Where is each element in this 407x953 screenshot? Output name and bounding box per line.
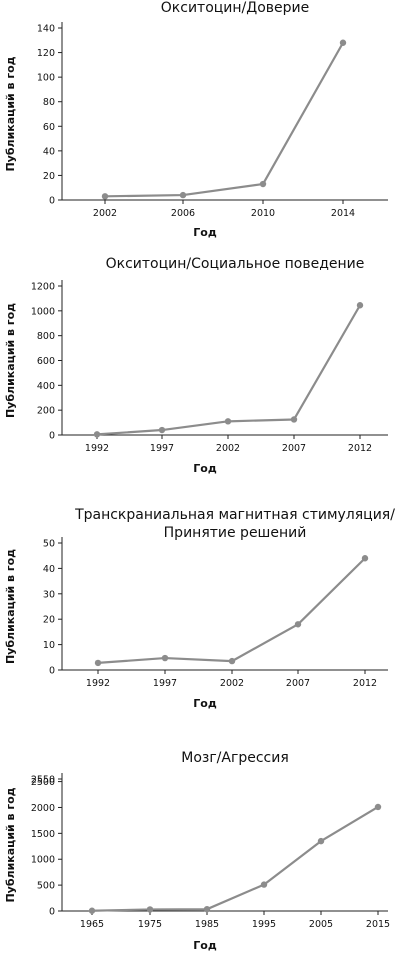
data-point bbox=[290, 416, 298, 423]
data-point bbox=[339, 39, 347, 46]
chart-title: Окситоцин/Социальное поведение bbox=[106, 256, 365, 272]
data-point bbox=[294, 621, 302, 628]
x-tick-label: 1975 bbox=[138, 919, 162, 930]
data-point bbox=[356, 302, 364, 309]
x-tick-label: 1995 bbox=[252, 919, 276, 930]
y-tick-label: 100 bbox=[37, 73, 55, 84]
x-tick-label: 1992 bbox=[85, 443, 109, 454]
y-axis-label: Публикаций в год bbox=[4, 56, 17, 171]
series-line bbox=[103, 41, 345, 198]
y-tick-label: 0 bbox=[49, 431, 55, 442]
x-tick-label: 2005 bbox=[309, 919, 333, 930]
x-tick-label: 1992 bbox=[86, 678, 110, 689]
x-tick-label: 2010 bbox=[251, 208, 275, 219]
series-line bbox=[90, 805, 380, 912]
y-tick-label: 140 bbox=[37, 24, 55, 35]
data-point bbox=[259, 180, 267, 188]
data-point bbox=[88, 907, 96, 914]
y-tick-label: 2550 bbox=[31, 775, 55, 786]
y-tick-label: 500 bbox=[37, 881, 55, 892]
y-tick-label: 800 bbox=[37, 331, 55, 342]
data-point bbox=[317, 837, 325, 845]
x-tick-label: 2012 bbox=[348, 443, 372, 454]
y-tick-label: 1500 bbox=[31, 829, 55, 840]
y-tick-label: 50 bbox=[43, 539, 55, 550]
y-tick-label: 600 bbox=[37, 356, 55, 367]
data-point bbox=[161, 654, 169, 662]
y-tick-label: 80 bbox=[43, 97, 55, 108]
y-tick-label: 2000 bbox=[31, 803, 55, 814]
series-line bbox=[95, 304, 362, 436]
y-tick-label: 0 bbox=[49, 907, 55, 918]
y-tick-label: 20 bbox=[43, 615, 55, 626]
x-tick-label: 2015 bbox=[366, 919, 390, 930]
y-tick-label: 1000 bbox=[31, 855, 55, 866]
x-axis-label: Год bbox=[193, 462, 217, 475]
y-tick-label: 60 bbox=[43, 122, 55, 133]
x-tick-label: 2002 bbox=[220, 678, 244, 689]
data-point bbox=[224, 418, 232, 425]
data-point bbox=[228, 657, 236, 665]
data-point bbox=[374, 803, 382, 811]
x-tick-label: 2002 bbox=[216, 443, 240, 454]
y-tick-label: 0 bbox=[49, 196, 55, 207]
x-tick-label: 1997 bbox=[153, 678, 177, 689]
x-tick-label: 1965 bbox=[80, 919, 104, 930]
x-tick-label: 2014 bbox=[331, 208, 355, 219]
x-axis-label: Год bbox=[193, 226, 217, 239]
y-tick-label: 2500 bbox=[31, 777, 55, 788]
data-point bbox=[203, 905, 211, 913]
y-tick-label: 200 bbox=[37, 406, 55, 417]
x-tick-label: 2007 bbox=[282, 443, 306, 454]
y-tick-label: 1200 bbox=[31, 282, 55, 293]
y-tick-label: 10 bbox=[43, 640, 55, 651]
data-point bbox=[93, 431, 101, 438]
chart-tms-decision-making: Транскраниальная магнитная стимуляция/Пр… bbox=[4, 507, 395, 710]
y-tick-label: 1000 bbox=[31, 306, 55, 317]
chart-title: Мозг/Агрессия bbox=[181, 750, 289, 766]
x-tick-label: 1997 bbox=[150, 443, 174, 454]
chart-oxytocin-trust: Окситоцин/Доверие 0 20 40 60 80 100 120 140 2002 2… bbox=[4, 0, 388, 239]
data-point bbox=[158, 426, 166, 434]
data-point bbox=[179, 191, 187, 199]
y-tick-label: 40 bbox=[43, 146, 55, 157]
y-tick-label: 20 bbox=[43, 171, 55, 182]
y-tick-label: 400 bbox=[37, 381, 55, 392]
x-tick-label: 2007 bbox=[286, 678, 310, 689]
chart-oxytocin-social-behavior: Окситоцин/Социальное поведение 0 200 400 600… bbox=[4, 256, 388, 475]
series-line bbox=[96, 557, 367, 664]
y-tick-label: 30 bbox=[43, 589, 55, 600]
y-axis-label: Публикаций в год bbox=[4, 303, 17, 418]
y-axis-label: Публикаций в год bbox=[4, 549, 17, 664]
x-axis-label: Год bbox=[193, 697, 217, 710]
x-tick-label: 2002 bbox=[93, 208, 117, 219]
y-tick-label: 0 bbox=[49, 666, 55, 677]
y-tick-label: 120 bbox=[37, 48, 55, 59]
data-point bbox=[94, 659, 102, 667]
chart-title-line: Транскраниальная магнитная стимуляция/ bbox=[74, 507, 395, 523]
data-point bbox=[146, 906, 154, 913]
x-tick-label: 2006 bbox=[171, 208, 195, 219]
x-tick-label: 1985 bbox=[195, 919, 219, 930]
chart-title: Окситоцин/Доверие bbox=[161, 0, 309, 16]
data-point bbox=[260, 881, 268, 888]
data-point bbox=[361, 555, 369, 562]
x-tick-label: 2012 bbox=[353, 678, 377, 689]
x-axis-label: Год bbox=[193, 939, 217, 952]
y-tick-label: 40 bbox=[43, 564, 55, 575]
data-point bbox=[101, 193, 109, 200]
chart-title-line: Принятие решений bbox=[164, 525, 307, 541]
y-axis-label: Публикаций в год bbox=[4, 787, 17, 902]
